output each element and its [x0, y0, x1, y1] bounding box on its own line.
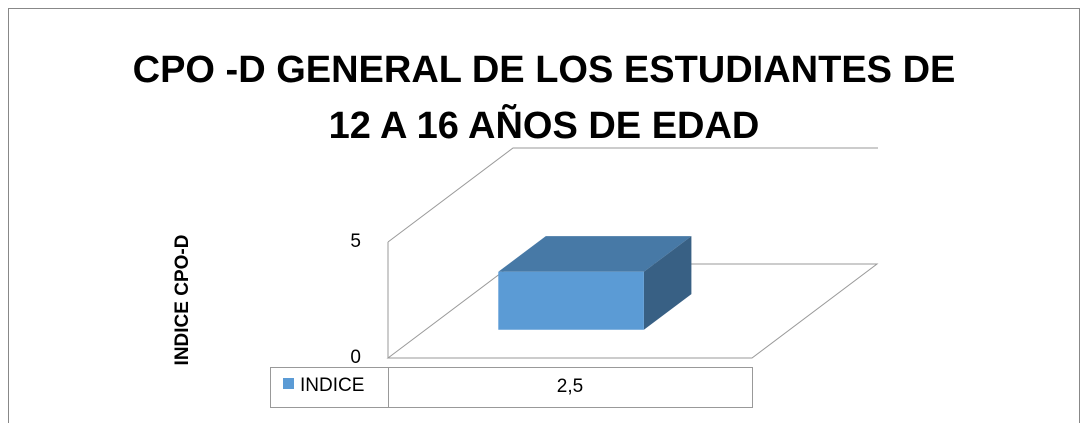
legend-swatch	[283, 378, 294, 389]
data-label: 2,5	[557, 376, 583, 397]
y-tick-label: 5	[350, 231, 361, 252]
grid-line	[387, 147, 878, 243]
y-axis-label: INDICE CPO-D	[172, 235, 193, 366]
bar-side	[643, 236, 692, 330]
title-box: CPO -D GENERAL DE LOS ESTUDIANTES DE 12 …	[132, 49, 956, 147]
y-tick-label: 0	[350, 347, 361, 368]
bar-top	[498, 236, 692, 272]
table-cell	[388, 367, 753, 408]
bar	[498, 236, 692, 330]
chart-title: CPO -D GENERAL DE LOS ESTUDIANTES DE 12 …	[132, 49, 956, 147]
legend-label: INDICE	[300, 375, 364, 396]
bar-front	[498, 271, 644, 330]
floor	[386, 263, 879, 359]
chart-frame	[8, 8, 1080, 423]
